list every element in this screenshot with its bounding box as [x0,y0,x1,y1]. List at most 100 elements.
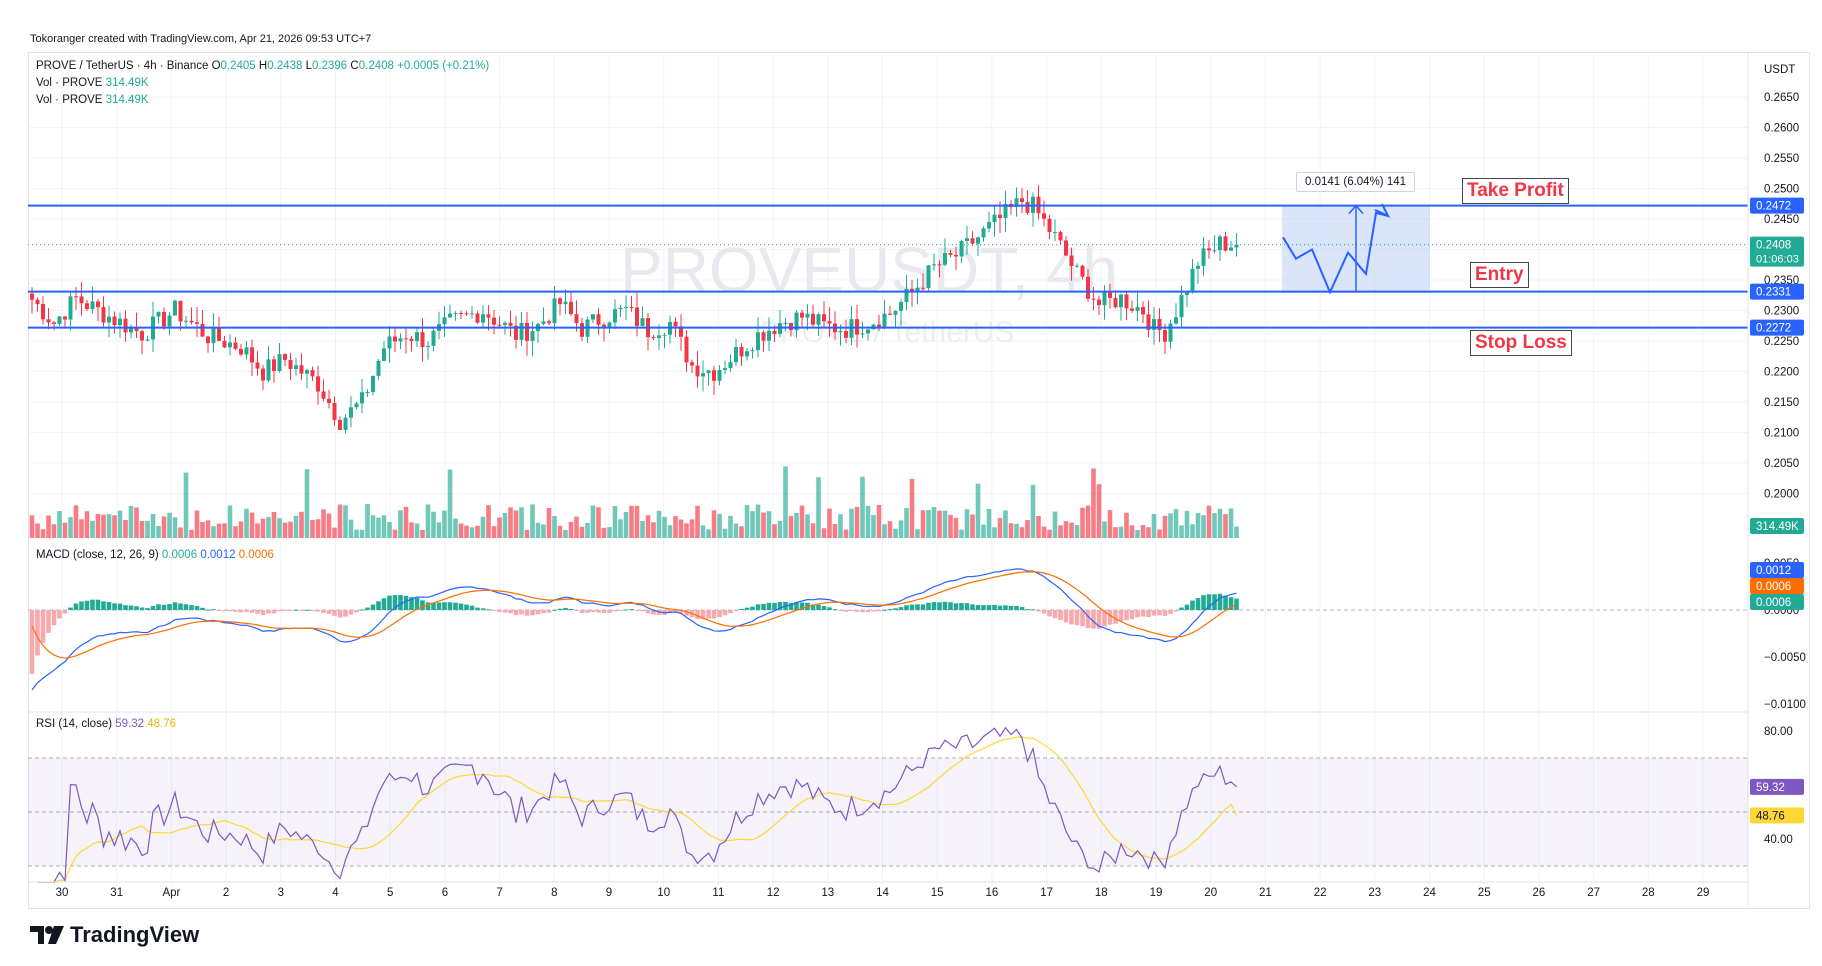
macd-hist-bar [425,602,431,610]
macd-hist-bar [1223,595,1228,610]
tradingview-logo-icon [30,926,64,944]
macd-hist-bar [535,610,541,615]
macd-hist-bar [183,604,189,610]
volume-bar [827,508,832,538]
volume-bar [1085,505,1091,538]
candle-body [101,307,106,323]
entry-tag-bg [1750,283,1804,300]
volume-bar [739,526,744,538]
candle-body [866,329,870,334]
projection-arrow-head [1374,203,1391,219]
candle-body [57,316,62,324]
candle-body [288,359,293,370]
macd-hist-bar [40,610,46,643]
macd-hist-bar [260,610,266,616]
candle-body [915,287,920,292]
macd-label: MACD (close, 12, 26, 9) [36,549,159,561]
stop-loss-label[interactable]: Stop Loss [1470,330,1572,356]
time-tick: 15 [931,887,944,899]
candle-body [1168,323,1173,342]
macd-hist-bar [959,603,964,610]
candle-body [756,332,760,351]
last-price-tag: 0.2408 [1756,240,1791,252]
macd-hist-bar [986,605,992,610]
macd-hist-bar [46,610,51,633]
volume-bar [1080,507,1085,538]
price-tick: 0.2450 [1764,214,1799,226]
volume-bar [343,505,348,538]
candle-body [904,288,909,303]
macd-hist-value: 0.0006 [161,549,198,561]
volume-bar [953,517,959,538]
entry-label[interactable]: Entry [1470,262,1529,288]
candle-body [1141,306,1145,315]
candle-body [959,241,964,257]
candle-body [596,314,601,325]
macd-signal-value: 0.0006 [238,549,274,561]
candle-body [992,214,997,223]
candle-body [294,365,298,370]
volume-bar [722,528,728,538]
volume-bar [541,524,546,538]
price-tick: 0.2200 [1764,367,1799,379]
macd-hist-bar [601,610,607,614]
candle-body [794,312,799,331]
macd-hist-bar [266,610,271,614]
candle-body [453,312,458,314]
macd-hist-bar [557,608,563,610]
tradingview-logo[interactable]: TradingView [30,922,199,948]
legend-vol-2: Vol · PROVE 314.49K [36,94,149,106]
macd-hist-bar [469,605,475,610]
candle-body [789,322,793,331]
macd-hist-bar [1118,610,1124,622]
take-profit-label[interactable]: Take Profit [1462,178,1569,204]
macd-hist-bar [332,610,337,616]
macd-hist-bar [1140,610,1146,617]
volume-bar [156,525,161,538]
volume-bar [717,513,722,538]
legend-low: 0.2396 [312,60,348,72]
candle-body [1135,306,1140,311]
candle-body [1047,218,1052,232]
volume-bar [128,506,134,538]
macd-hist-bar [381,598,387,610]
candle-body [497,324,502,326]
candle-body [635,307,639,327]
macd-hist-bar [486,609,491,611]
volume-bar [359,529,365,538]
macd-hist-bar [909,604,915,610]
volume-bar [1036,516,1041,538]
macd-hist-bar [145,608,150,610]
candle-body [767,330,771,341]
macd-hist-bar [865,610,871,613]
macd-hist-bar [673,610,678,613]
volume-bar [629,505,634,538]
macd-hist-bar [563,607,568,610]
candle-body [739,346,744,357]
macd-hist-bar [414,597,420,610]
volume-bar [1234,526,1239,538]
candle-body [1014,198,1019,207]
candle-body [921,287,925,289]
price-tick: 0.2100 [1764,428,1799,440]
volume-bar [1190,524,1195,538]
macd-hist-bar [255,610,260,614]
candle-body [134,326,139,332]
candle-body [1053,231,1057,233]
macd-hist-bar [711,610,717,619]
time-tick: 23 [1368,887,1381,899]
candle-body [233,342,238,349]
watermark: PROVEUSDT, 4h [620,234,1118,306]
macd-hist-bar [898,607,904,610]
candle-body [74,296,78,298]
volume-bar [51,524,57,538]
macd-hist-bar [35,610,40,656]
macd-hist-bar [970,604,975,610]
macd-hist-bar [1096,610,1102,629]
macd-hist-bar [1074,610,1080,626]
volume-bar [838,514,843,538]
macd-hist-bar [68,607,73,610]
candle-body [580,323,584,337]
macd-hist-bar [640,610,645,612]
